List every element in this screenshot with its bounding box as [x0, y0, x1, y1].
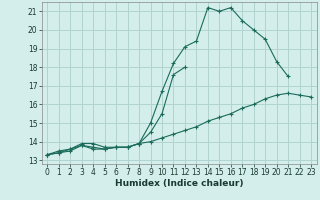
X-axis label: Humidex (Indice chaleur): Humidex (Indice chaleur)	[115, 179, 244, 188]
